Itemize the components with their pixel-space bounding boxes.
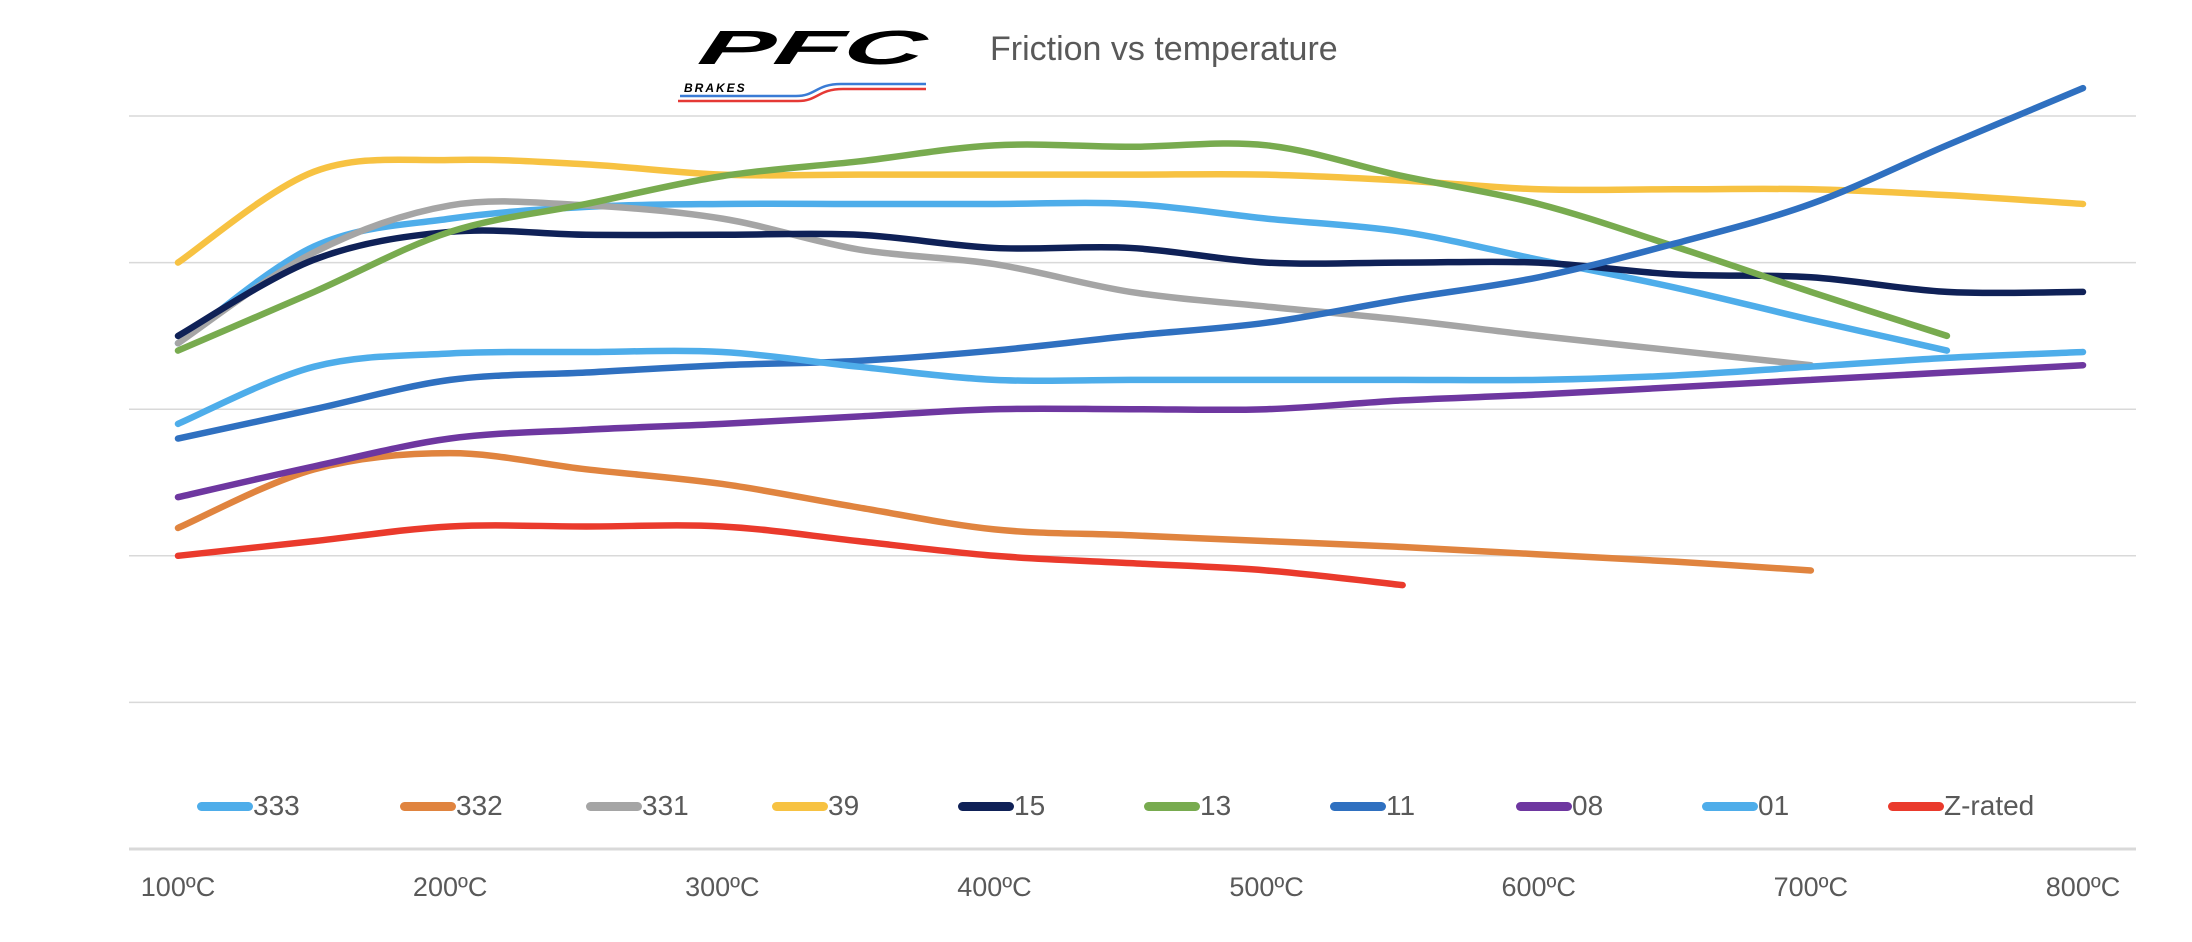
- series-line-331: [174, 198, 1815, 369]
- legend-swatch: [958, 801, 1014, 811]
- legend-label: 13: [1200, 790, 1232, 821]
- legend-item-11: 11: [1330, 788, 1516, 824]
- x-tick-label: 300ºC: [685, 872, 760, 902]
- x-tick-label: 200ºC: [412, 872, 488, 902]
- legend-swatch: [1144, 801, 1200, 811]
- legend-label: 11: [1386, 790, 1416, 821]
- series-line-333: [174, 199, 1951, 354]
- x-tick-label: 700ºC: [1773, 872, 1849, 902]
- legend-item-332: 332: [400, 788, 586, 824]
- legend-swatch: [197, 801, 253, 811]
- series-line-11: [174, 84, 2087, 442]
- series-line-08: [174, 361, 2087, 501]
- legend-label: 331: [642, 790, 689, 821]
- series-line-39: [174, 156, 2087, 266]
- legend: 333 332 331 39 15 13 11 08 01 Z-rated: [197, 788, 2074, 824]
- legend-item-39: 39: [772, 788, 958, 824]
- x-tick-label: 100ºC: [140, 872, 216, 902]
- series-line-15: [174, 227, 2087, 340]
- x-tick-label: 800ºC: [2045, 872, 2121, 902]
- legend-item-15: 15: [958, 788, 1144, 824]
- series-line-z-rated: [174, 522, 1406, 589]
- legend-item-z-rated: Z-rated: [1888, 788, 2074, 824]
- x-tick-label: 500ºC: [1229, 872, 1304, 902]
- legend-swatch: [1702, 801, 1758, 811]
- legend-swatch: [1888, 801, 1944, 811]
- legend-label: Z-rated: [1944, 790, 2035, 821]
- legend-swatch: [1516, 801, 1572, 811]
- legend-swatch: [772, 801, 828, 811]
- legend-label: 08: [1572, 790, 1604, 821]
- legend-item-13: 13: [1144, 788, 1330, 824]
- logo-subtext: BRAKES: [684, 81, 747, 95]
- legend-label: 333: [253, 790, 300, 821]
- logo-wordmark: PFC: [694, 21, 934, 74]
- legend-label: 15: [1014, 790, 1046, 821]
- series-line-332: [174, 449, 1815, 574]
- legend-label: 39: [828, 790, 860, 821]
- legend-label: 332: [456, 790, 503, 821]
- legend-item-01: 01: [1702, 788, 1888, 824]
- legend-item-333: 333: [197, 788, 400, 824]
- legend-label: 01: [1758, 790, 1790, 821]
- legend-swatch: [1330, 801, 1386, 811]
- legend-swatch: [586, 801, 642, 811]
- x-tick-label: 600ºC: [1501, 872, 1576, 902]
- chart-title: Friction vs temperature: [990, 30, 1338, 68]
- legend-item-08: 08: [1516, 788, 1702, 824]
- legend-swatch: [400, 801, 456, 811]
- series-line-13: [174, 140, 1951, 354]
- pfc-brakes-logo: PFC BRAKES: [676, 18, 946, 109]
- legend-item-331: 331: [586, 788, 772, 824]
- series-line-01: [174, 347, 2087, 428]
- x-tick-label: 400ºC: [957, 872, 1032, 902]
